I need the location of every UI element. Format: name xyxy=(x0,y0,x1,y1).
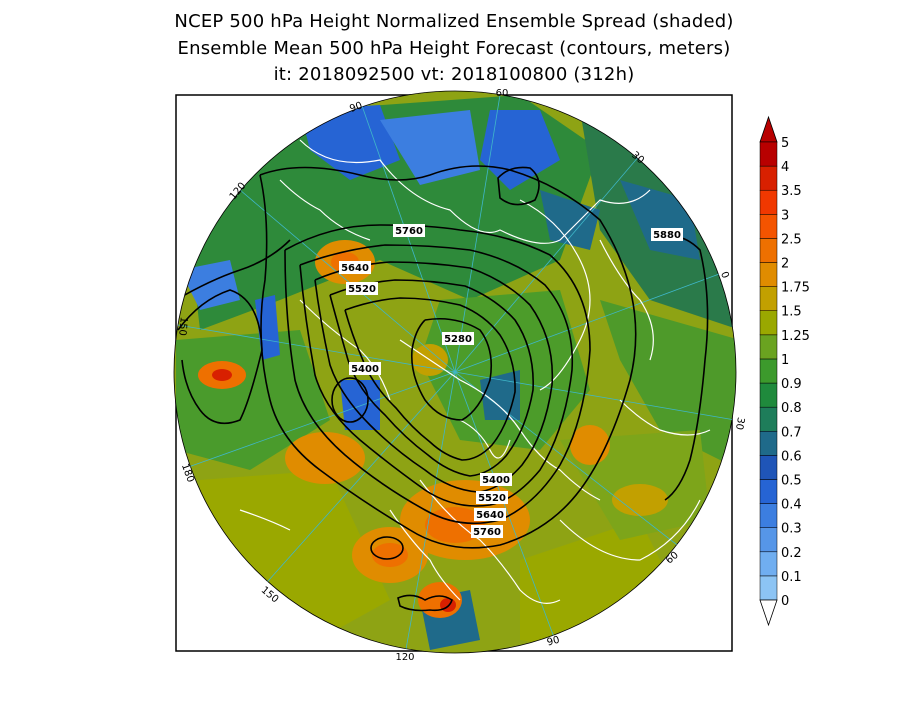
contour-label: 5640 xyxy=(476,510,504,521)
title-line-1: NCEP 500 hPa Height Normalized Ensemble … xyxy=(174,11,734,32)
height-contours xyxy=(175,165,709,612)
colorbar-swatch xyxy=(759,214,778,239)
title-line-3: it: 2018092500 vt: 2018100800 (312h) xyxy=(273,64,635,85)
lon-label: 30 xyxy=(733,416,746,430)
contour-label: 5400 xyxy=(351,364,379,375)
colorbar-swatch xyxy=(759,141,778,167)
colorbar-label: 0.7 xyxy=(781,425,802,440)
colorbar-label: 1.5 xyxy=(781,305,802,320)
lon-label: 120 xyxy=(395,652,414,663)
colorbar-label: 2.5 xyxy=(781,232,802,247)
contour-label: 5880 xyxy=(653,230,681,241)
colorbar-swatch xyxy=(759,406,778,432)
colorbar-swatch xyxy=(759,551,778,577)
longitude-labels: 60 30 0 30 60 90 120 150 180 150 120 90 xyxy=(176,88,746,663)
colorbar-label: 3.5 xyxy=(781,184,802,199)
colorbar-label: 0.5 xyxy=(781,473,802,488)
colorbar-label: 0.1 xyxy=(781,570,802,585)
colorbar-label: 1 xyxy=(781,353,789,368)
colorbar-swatch xyxy=(759,479,778,504)
contour-label: 5520 xyxy=(478,493,506,504)
lon-label: 150 xyxy=(176,316,189,336)
lon-label: 90 xyxy=(546,635,561,649)
colorbar-swatch xyxy=(759,189,778,215)
colorbar-swatch xyxy=(759,310,778,336)
contour-label: 5520 xyxy=(348,284,376,295)
map-boundary xyxy=(173,90,737,654)
colorbar-swatch xyxy=(759,382,778,408)
lon-label: 60 xyxy=(496,88,509,99)
spread-field xyxy=(174,91,736,653)
colorbar-swatch xyxy=(759,165,778,191)
colorbar-label: 3 xyxy=(781,208,789,223)
colorbar-label: 0.9 xyxy=(781,377,802,392)
colorbar-label: 0.3 xyxy=(781,522,802,537)
colorbar-swatch xyxy=(759,503,778,528)
lon-label: 90 xyxy=(348,100,364,115)
colorbar-arrow-top xyxy=(759,115,778,143)
colorbar-label: 0.2 xyxy=(781,546,802,561)
colorbar-swatch xyxy=(759,358,778,384)
colorbar-swatch xyxy=(759,527,778,553)
coastlines xyxy=(239,139,711,604)
contour-label: 5760 xyxy=(473,527,501,538)
contour-label: 5640 xyxy=(341,263,369,274)
colorbar-label: 5 xyxy=(781,136,789,151)
contour-label: 5280 xyxy=(444,334,472,345)
colorbar-label: 1.75 xyxy=(781,281,810,296)
title-line-2: Ensemble Mean 500 hPa Height Forecast (c… xyxy=(177,38,731,59)
colorbar-label: 1.25 xyxy=(781,329,810,344)
colorbar-label: 0.8 xyxy=(781,401,802,416)
colorbar-label: 0 xyxy=(781,594,789,609)
colorbar-swatch xyxy=(759,238,778,263)
colorbar-swatch xyxy=(759,334,778,360)
colorbar-label: 0.4 xyxy=(781,498,802,513)
colorbar-swatch xyxy=(759,262,778,287)
contour-label: 5400 xyxy=(482,475,510,486)
colorbar-label: 0.6 xyxy=(781,449,802,464)
colorbar-swatch xyxy=(759,286,778,311)
colorbar-label: 2 xyxy=(781,257,789,272)
colorbar-label: 4 xyxy=(781,160,789,175)
colorbar: 0 0.1 0.2 0.3 0.4 0.5 0.6 0.7 0.8 0.9 1 1.25 1.5 1.75… xyxy=(759,115,810,627)
colorbar-arrow-bottom xyxy=(759,599,778,627)
colorbar-swatch xyxy=(759,575,778,601)
contour-labels: 5760 5880 5640 5520 5280 5400 5400 5520 … xyxy=(339,224,683,538)
lon-label: 0 xyxy=(718,270,731,280)
colorbar-swatch xyxy=(759,455,778,480)
contour-label: 5760 xyxy=(395,226,423,237)
colorbar-swatch xyxy=(759,431,778,456)
